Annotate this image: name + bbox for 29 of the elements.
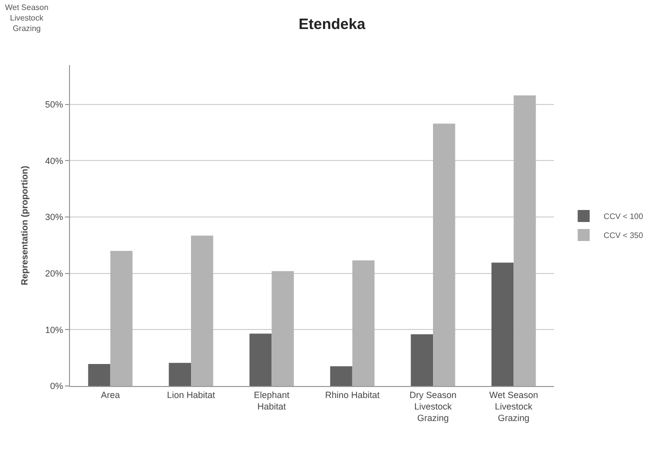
y-axis-title: Representation (proportion) (20, 166, 30, 286)
bar (410, 334, 433, 386)
y-tick-label: 40% (45, 156, 64, 166)
y-tick-label: 50% (45, 100, 64, 110)
bar (272, 271, 294, 386)
legend-label: CCV < 350 (604, 231, 644, 240)
x-tick-label: Area (100, 390, 120, 400)
bar (249, 334, 272, 386)
bar (168, 362, 191, 386)
bar (433, 124, 456, 386)
bar (514, 95, 536, 386)
y-tick-label: 20% (45, 268, 64, 279)
x-tick-label: Wet Season Livestock Grazing (489, 390, 538, 424)
bar (88, 364, 110, 386)
x-tick-label: Lion Habitat (166, 390, 216, 400)
chart-title: Etendeka (298, 16, 366, 33)
x-tick-label: Rhino Habitat (325, 390, 380, 400)
bar (330, 366, 352, 386)
y-tick-label: 0% (50, 381, 64, 392)
x-tick-label: Elephant Habitat (254, 390, 290, 412)
bar (191, 236, 214, 386)
bar (352, 260, 375, 386)
y-tick-label: 10% (45, 324, 64, 335)
x-tick-label: Dry Season Livestock Grazing (409, 390, 457, 424)
bar (491, 262, 514, 386)
text: Wet Season Livestock Grazing (5, 3, 48, 33)
y-tick-label: 30% (45, 212, 64, 222)
legend-label: CCV < 100 (604, 212, 644, 222)
bar (110, 250, 133, 386)
